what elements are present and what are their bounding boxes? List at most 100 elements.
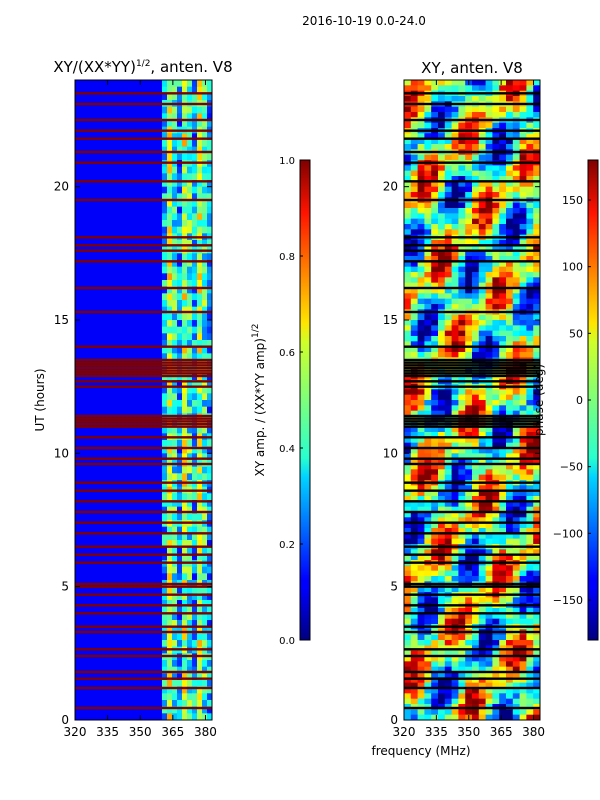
heatmap-cell bbox=[181, 80, 188, 88]
heatmap-cell bbox=[492, 597, 500, 604]
heatmap-cell bbox=[499, 426, 507, 433]
heatmap-cell bbox=[465, 538, 473, 545]
heatmap-cell bbox=[171, 440, 178, 448]
heatmap-cell bbox=[166, 426, 173, 434]
heatmap-cell bbox=[438, 261, 446, 268]
heatmap-cell bbox=[176, 266, 183, 274]
heatmap-cell bbox=[186, 660, 193, 668]
heatmap-cell bbox=[451, 341, 459, 348]
heatmap-cell bbox=[444, 677, 453, 684]
heatmap-cell bbox=[186, 200, 193, 208]
heatmap-cell bbox=[465, 442, 473, 449]
heatmap-cell bbox=[506, 261, 514, 268]
heatmap-cell bbox=[181, 133, 188, 141]
heatmap-cell bbox=[465, 586, 473, 593]
heatmap-cell bbox=[506, 682, 514, 689]
heatmap-cell bbox=[458, 405, 466, 412]
heatmap-cell bbox=[202, 440, 208, 448]
flagged-row bbox=[404, 345, 540, 348]
heatmap-cell bbox=[465, 202, 473, 209]
heatmap-cell bbox=[458, 272, 466, 278]
heatmap-cell bbox=[431, 165, 439, 172]
heatmap-cell bbox=[451, 218, 459, 225]
heatmap-cell bbox=[492, 154, 500, 161]
heatmap-cell bbox=[171, 626, 178, 634]
heatmap-cell bbox=[197, 213, 203, 221]
heatmap-cell bbox=[458, 112, 466, 118]
heatmap-cell bbox=[161, 686, 168, 694]
heatmap-cell bbox=[512, 277, 521, 284]
heatmap-cell bbox=[197, 500, 203, 508]
heatmap-cell bbox=[512, 400, 521, 406]
heatmap-cell bbox=[202, 446, 208, 454]
heatmap-cell bbox=[512, 261, 521, 268]
heatmap-cell bbox=[465, 186, 473, 193]
heatmap-cell bbox=[171, 260, 178, 268]
heatmap-cell bbox=[451, 714, 459, 720]
heatmap-cell bbox=[417, 224, 425, 230]
heatmap-cell bbox=[506, 634, 514, 641]
heatmap-cell bbox=[444, 261, 453, 268]
heatmap-cell bbox=[417, 586, 425, 593]
flagged-row bbox=[404, 462, 540, 466]
heatmap-cell bbox=[197, 226, 203, 234]
heatmap-cell bbox=[458, 528, 466, 534]
heatmap-cell bbox=[207, 306, 212, 314]
heatmap-cell bbox=[171, 633, 178, 641]
heatmap-cell bbox=[431, 512, 439, 518]
heatmap-cell bbox=[186, 513, 193, 521]
heatmap-cell bbox=[438, 442, 446, 449]
heatmap-cell bbox=[512, 464, 521, 470]
flagged-row bbox=[404, 161, 540, 164]
heatmap-cell bbox=[451, 277, 459, 284]
heatmap-cell bbox=[171, 320, 178, 328]
heatmap-cell bbox=[417, 576, 425, 582]
heatmap-cell bbox=[499, 576, 507, 582]
heatmap-cell bbox=[499, 453, 507, 460]
heatmap-cell bbox=[444, 533, 453, 540]
heatmap-cell bbox=[451, 181, 459, 188]
heatmap-cell bbox=[431, 549, 439, 556]
flagged-row bbox=[75, 345, 212, 348]
heatmap-cell bbox=[499, 613, 507, 620]
heatmap-cell bbox=[181, 606, 188, 614]
heatmap-cell bbox=[410, 570, 419, 577]
heatmap-cell bbox=[451, 458, 459, 465]
heatmap-cell bbox=[186, 440, 193, 448]
heatmap-cell bbox=[444, 672, 453, 678]
heatmap-cell bbox=[506, 442, 514, 449]
heatmap-cell bbox=[533, 682, 540, 689]
heatmap-cell bbox=[472, 485, 480, 492]
heatmap-cell bbox=[438, 336, 446, 342]
heatmap-cell bbox=[526, 672, 534, 678]
heatmap-cell bbox=[410, 106, 419, 113]
heatmap-cell bbox=[499, 693, 507, 700]
heatmap-cell bbox=[410, 554, 419, 561]
heatmap-cell bbox=[161, 93, 168, 101]
heatmap-cell bbox=[492, 608, 500, 614]
heatmap-cell bbox=[519, 512, 527, 518]
heatmap-cell bbox=[431, 229, 439, 236]
heatmap-cell bbox=[424, 170, 432, 177]
heatmap-cell bbox=[533, 165, 540, 172]
heatmap-cell bbox=[444, 688, 453, 694]
heatmap-cell bbox=[485, 176, 493, 182]
heatmap-cell bbox=[202, 200, 208, 208]
heatmap-cell bbox=[171, 213, 178, 221]
heatmap-cell bbox=[472, 298, 480, 305]
heatmap-cell bbox=[499, 554, 507, 561]
heatmap-cell bbox=[533, 298, 540, 305]
heatmap-cell bbox=[176, 273, 183, 281]
heatmap-cell bbox=[506, 714, 514, 720]
heatmap-cell bbox=[478, 245, 487, 252]
heatmap-cell bbox=[533, 266, 540, 273]
heatmap-cell bbox=[186, 140, 193, 148]
heatmap-cell bbox=[465, 688, 473, 694]
heatmap-cell bbox=[465, 640, 473, 646]
heatmap-cell bbox=[417, 464, 425, 470]
heatmap-cell bbox=[478, 165, 487, 172]
heatmap-cell bbox=[171, 140, 178, 148]
heatmap-cell bbox=[161, 146, 168, 154]
heatmap-cell bbox=[424, 213, 432, 220]
heatmap-cell bbox=[202, 253, 208, 261]
